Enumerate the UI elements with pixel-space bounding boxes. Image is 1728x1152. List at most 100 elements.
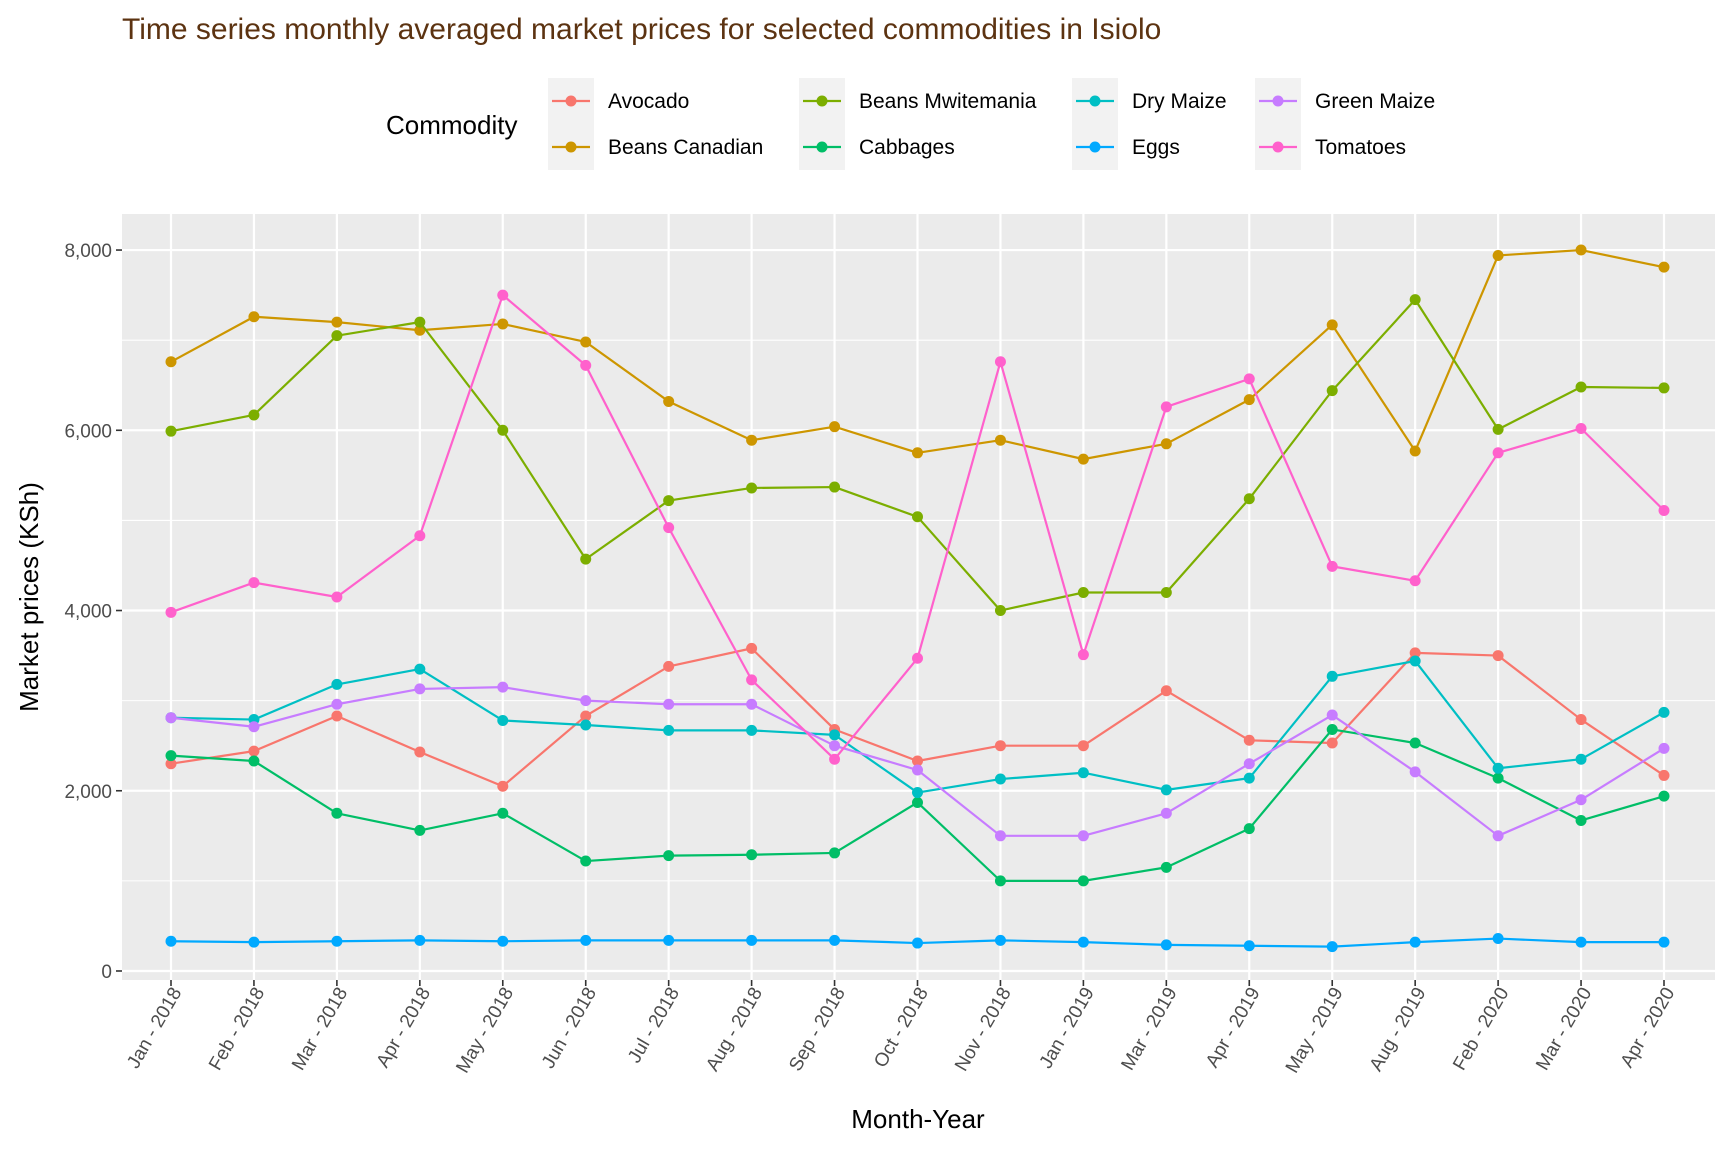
data-point <box>1492 772 1504 784</box>
y-tick-label: 0 <box>101 962 112 983</box>
data-point <box>1160 784 1172 796</box>
data-point <box>829 729 841 741</box>
legend-label: Dry Maize <box>1132 90 1227 113</box>
data-point <box>1409 936 1421 948</box>
legend-title: Commodity <box>386 110 517 140</box>
data-point <box>994 875 1006 887</box>
data-point <box>580 695 592 707</box>
data-point <box>746 698 758 710</box>
data-point <box>912 511 923 523</box>
x-tick-label: Feb - 2018 <box>205 984 269 1074</box>
data-point <box>1160 685 1172 697</box>
data-point <box>414 934 426 946</box>
data-point <box>1575 422 1587 434</box>
grid <box>122 214 1715 980</box>
x-tick-label: Mar - 2018 <box>288 984 352 1074</box>
data-point <box>1658 382 1670 394</box>
data-point <box>663 934 675 946</box>
data-point <box>580 710 592 722</box>
legend-label: Avocado <box>608 90 689 113</box>
data-point <box>994 356 1006 368</box>
data-point <box>1243 493 1255 505</box>
x-tick-label: May - 2019 <box>1282 984 1348 1077</box>
series-cabbages <box>165 723 1670 887</box>
chart-title: Time series monthly averaged market pric… <box>122 13 1161 46</box>
data-point <box>1409 647 1421 659</box>
x-tick-label: Jan - 2018 <box>123 984 186 1072</box>
x-tick-label: Sep - 2018 <box>785 984 850 1075</box>
data-point <box>1575 936 1587 948</box>
data-point <box>1409 445 1421 457</box>
y-tick-label: 4,000 <box>64 602 112 623</box>
data-point <box>248 745 260 757</box>
data-point <box>912 796 923 808</box>
data-point <box>248 755 260 767</box>
data-point <box>1077 453 1089 465</box>
series-green-maize <box>165 681 1670 842</box>
data-point <box>746 849 758 861</box>
data-point <box>994 934 1006 946</box>
data-point <box>1658 706 1670 718</box>
data-point <box>1575 244 1587 256</box>
data-point <box>1077 875 1089 887</box>
data-point <box>414 746 426 758</box>
data-point <box>663 522 675 534</box>
data-point <box>497 780 509 792</box>
legend-key-point <box>1272 95 1284 107</box>
data-point <box>663 660 675 672</box>
data-point <box>994 740 1006 752</box>
data-point <box>1575 794 1587 806</box>
data-point <box>1492 650 1504 662</box>
data-point <box>165 935 177 947</box>
data-point <box>1243 758 1255 770</box>
data-point <box>1409 575 1421 587</box>
data-point <box>1326 941 1338 953</box>
legend-key-point <box>565 95 577 107</box>
data-point <box>1077 767 1089 779</box>
data-point <box>1492 423 1504 435</box>
data-point <box>165 750 177 762</box>
data-point <box>580 719 592 731</box>
series-eggs <box>165 933 1670 953</box>
data-point <box>1160 401 1172 413</box>
legend-label: Beans Canadian <box>608 136 763 159</box>
data-point <box>580 855 592 867</box>
data-point <box>331 935 343 947</box>
data-point <box>1492 933 1504 945</box>
data-point <box>165 758 177 770</box>
data-point <box>1243 940 1255 952</box>
data-point <box>1326 319 1338 331</box>
legend-key-point <box>1272 141 1284 153</box>
data-point <box>1409 294 1421 306</box>
data-point <box>1326 670 1338 682</box>
data-point <box>248 721 260 733</box>
data-point <box>497 424 509 436</box>
y-tick-label: 6,000 <box>64 421 112 442</box>
data-point <box>746 482 758 494</box>
x-axis-title: Month-Year <box>851 1104 985 1134</box>
data-point <box>248 577 260 589</box>
x-tick-label: Feb - 2020 <box>1449 984 1513 1074</box>
data-point <box>1575 753 1587 765</box>
x-tick-label: Aug - 2019 <box>1366 984 1431 1075</box>
legend-label: Beans Mwitemania <box>859 90 1037 113</box>
data-point <box>1326 560 1338 572</box>
data-point <box>497 935 509 947</box>
data-point <box>829 740 841 752</box>
data-point <box>580 934 592 946</box>
data-point <box>1243 373 1255 385</box>
x-tick-label: Aug - 2018 <box>702 984 767 1075</box>
data-point <box>829 421 841 433</box>
data-point <box>746 642 758 654</box>
data-point <box>497 318 509 330</box>
x-tick-label: May - 2018 <box>452 984 518 1077</box>
data-point <box>912 937 923 949</box>
data-point <box>1492 447 1504 459</box>
data-point <box>1658 504 1670 516</box>
data-point <box>1409 655 1421 667</box>
data-point <box>1658 936 1670 948</box>
x-tick-label: Jul - 2018 <box>624 984 684 1067</box>
x-tick-label: Nov - 2018 <box>951 984 1016 1075</box>
series-layer <box>165 244 1670 953</box>
